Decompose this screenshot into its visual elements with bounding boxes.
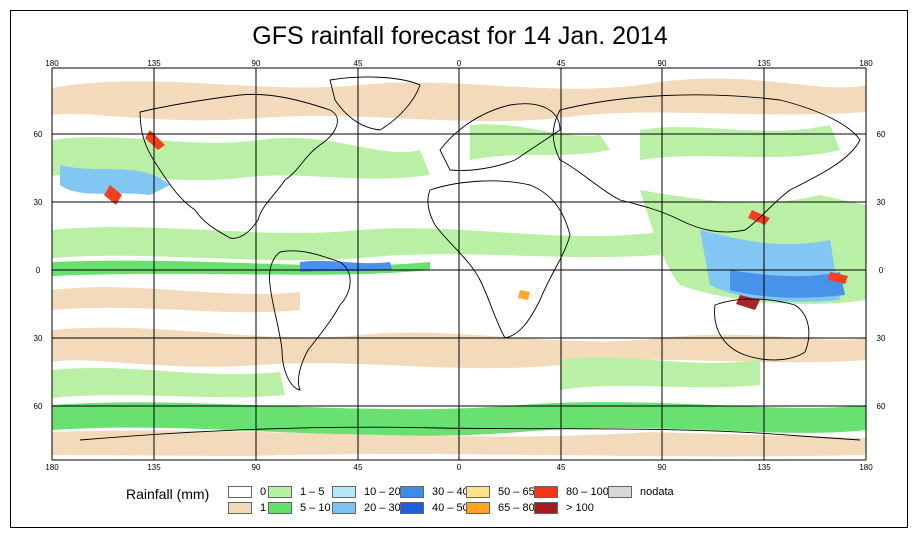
australia-outline bbox=[714, 298, 810, 361]
lon-tick-bottom: 135 bbox=[147, 463, 161, 472]
lon-tick-top: 45 bbox=[354, 59, 363, 68]
legend-swatch bbox=[332, 486, 356, 498]
legend-text: 0 bbox=[260, 486, 267, 498]
lat-tick-right: 60 bbox=[877, 402, 886, 411]
lat-tick-right: 60 bbox=[877, 130, 886, 139]
map-title: GFS rainfall forecast for 14 Jan. 2014 bbox=[252, 22, 668, 50]
legend-text: 80 – 100 bbox=[566, 486, 609, 498]
legend-swatch bbox=[608, 486, 632, 498]
lon-tick-top: 180 bbox=[859, 59, 873, 68]
lon-tick-bottom: 45 bbox=[354, 463, 363, 472]
legend-text: 30 – 40 bbox=[432, 486, 469, 498]
lon-tick-bottom: 180 bbox=[859, 463, 873, 472]
lon-tick-bottom: 90 bbox=[658, 463, 667, 472]
legend-text: 50 – 65 bbox=[498, 486, 535, 498]
legend-text: 5 – 10 bbox=[300, 502, 331, 514]
legend-item: 1 – 5 bbox=[268, 486, 324, 498]
lon-tick-top: 135 bbox=[147, 59, 161, 68]
legend-text: > 100 bbox=[566, 502, 594, 514]
lon-tick-top: 90 bbox=[658, 59, 667, 68]
lon-tick-bottom: 135 bbox=[757, 463, 771, 472]
legend-swatch bbox=[400, 502, 424, 514]
legend-swatch bbox=[534, 486, 558, 498]
legend-swatch bbox=[400, 486, 424, 498]
legend-item: 10 – 20 bbox=[332, 486, 401, 498]
legend-item: > 100 bbox=[534, 502, 594, 514]
lon-tick-bottom: 0 bbox=[457, 463, 462, 472]
lat-tick-left: 0 bbox=[36, 266, 41, 275]
legend-item: nodata bbox=[608, 486, 674, 498]
lat-tick-left: 30 bbox=[34, 334, 43, 343]
coastlines bbox=[79, 76, 861, 441]
legend-text: 20 – 30 bbox=[364, 502, 401, 514]
asia-outline bbox=[552, 94, 861, 233]
legend-text: 1 bbox=[260, 502, 267, 514]
legend-swatch bbox=[466, 486, 490, 498]
lon-tick-top: 90 bbox=[252, 59, 261, 68]
antarctica-outline bbox=[79, 426, 861, 441]
lon-tick-top: 0 bbox=[457, 59, 462, 68]
figure-frame bbox=[10, 10, 908, 528]
lat-tick-right: 30 bbox=[877, 198, 886, 207]
legend-swatch bbox=[466, 502, 490, 514]
legend-swatch bbox=[332, 502, 356, 514]
south-america-outline bbox=[269, 250, 351, 391]
legend-item: 50 – 65 bbox=[466, 486, 535, 498]
legend-item: 80 – 100 bbox=[534, 486, 609, 498]
europe-outline bbox=[439, 103, 561, 171]
legend-text: 10 – 20 bbox=[364, 486, 401, 498]
legend-label: Rainfall (mm) bbox=[126, 486, 210, 502]
lon-tick-bottom: 45 bbox=[557, 463, 566, 472]
lon-tick-top: 135 bbox=[757, 59, 771, 68]
legend-item: 5 – 10 bbox=[268, 502, 331, 514]
legend-swatch bbox=[268, 486, 292, 498]
legend-swatch bbox=[228, 502, 252, 514]
north-america-outline bbox=[139, 93, 338, 239]
lat-tick-left: 60 bbox=[34, 402, 43, 411]
legend-swatch bbox=[268, 502, 292, 514]
lat-tick-right: 30 bbox=[877, 334, 886, 343]
legend-text: 40 – 50 bbox=[432, 502, 469, 514]
graticule bbox=[51, 67, 867, 461]
legend-item: 30 – 40 bbox=[400, 486, 469, 498]
legend-item: 20 – 30 bbox=[332, 502, 401, 514]
lat-tick-right: 0 bbox=[879, 266, 884, 275]
africa-outline bbox=[427, 180, 571, 339]
lon-tick-bottom: 90 bbox=[252, 463, 261, 472]
legend-swatch bbox=[228, 486, 252, 498]
legend-text: 65 – 80 bbox=[498, 502, 535, 514]
legend-text: nodata bbox=[640, 486, 674, 498]
legend-item: 40 – 50 bbox=[400, 502, 469, 514]
legend-item: 1 bbox=[228, 502, 266, 514]
lon-tick-top: 180 bbox=[45, 59, 59, 68]
legend-item: 0 bbox=[228, 486, 266, 498]
legend-swatch bbox=[534, 502, 558, 514]
lat-tick-left: 30 bbox=[34, 198, 43, 207]
legend-text: 1 – 5 bbox=[300, 486, 325, 498]
rainfall-layer bbox=[52, 78, 866, 457]
lon-tick-top: 45 bbox=[557, 59, 566, 68]
legend-item: 65 – 80 bbox=[466, 502, 535, 514]
lat-tick-left: 60 bbox=[34, 130, 43, 139]
lon-tick-bottom: 180 bbox=[45, 463, 59, 472]
greenland-outline bbox=[329, 76, 421, 131]
